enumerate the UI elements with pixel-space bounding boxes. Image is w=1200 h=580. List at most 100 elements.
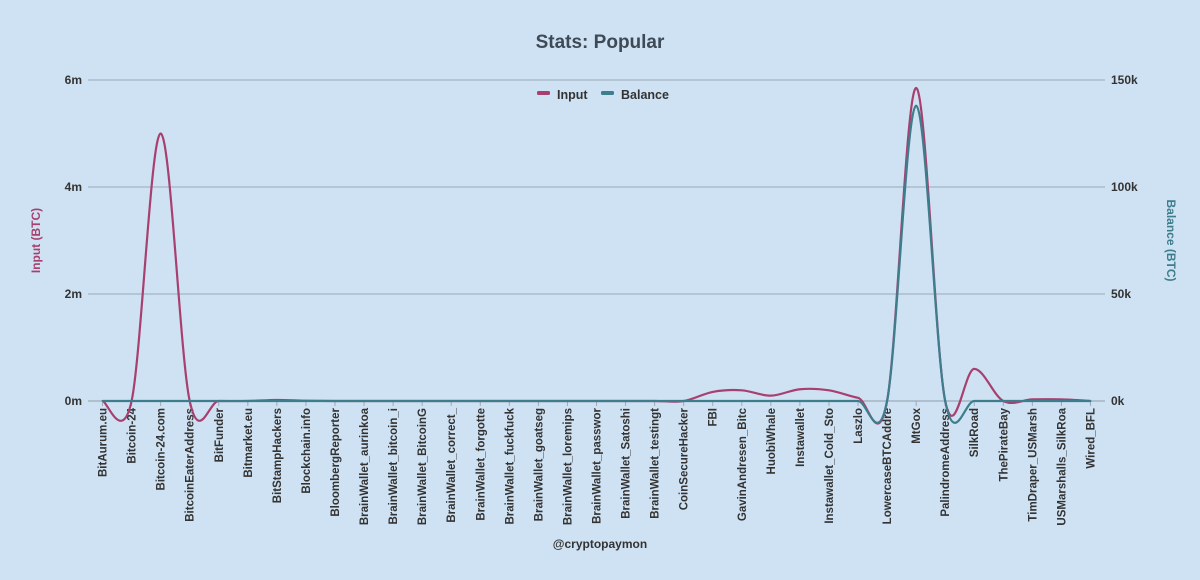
series-point-balance [973, 400, 976, 402]
series-point-balance [421, 400, 424, 402]
x-tick-label: GavinAndresen_Bitc [737, 407, 749, 521]
x-tick-label: BrainWallet_passwor [592, 407, 604, 523]
series-point-input [159, 132, 162, 135]
y-left-tick-label: 6m [65, 73, 82, 87]
x-tick-label: BrainWallet_Satoshi [621, 408, 633, 519]
x-tick-label: USMarshalls_SilkRoa [1056, 407, 1068, 525]
series-point-input [769, 394, 772, 397]
series-point-balance [275, 400, 278, 402]
x-tick-label: FBI [708, 408, 720, 427]
series-point-balance [508, 400, 511, 402]
x-tick-label: Instawallet_Cold_Sto [824, 408, 836, 524]
credit-label: @cryptopaymon [553, 537, 647, 551]
series-point-balance [566, 400, 569, 402]
y-right-tick-label: 0k [1111, 394, 1125, 408]
series-point-balance [101, 400, 104, 402]
series-point-balance [624, 400, 627, 402]
y-right-tick-label: 150k [1111, 73, 1138, 87]
y-right-axis-title: Balance (BTC) [1164, 199, 1178, 281]
x-tick-label: BitAurum.eu [98, 408, 110, 477]
x-tick-label: BrainWallet_forgotte [475, 408, 487, 521]
series-point-input [973, 368, 976, 370]
series-point-input [857, 396, 859, 399]
x-tick-label: TimDraper_USMarsh [1027, 408, 1039, 522]
series-line-balance [102, 104, 1091, 424]
legend-label-input: Input [557, 88, 588, 102]
series-point-balance [159, 400, 162, 402]
series-point-input [915, 87, 918, 89]
series-point-balance [1002, 400, 1005, 402]
x-tick-label: BrainWallet_loremips [562, 408, 574, 525]
x-tick-label: Blockchain.info [301, 408, 313, 494]
series-point-balance [682, 400, 685, 402]
x-tick-label: CoinSecureHacker [679, 407, 691, 510]
x-tick-label: BitcoinEaterAddress [185, 408, 197, 522]
series-point-balance [886, 400, 888, 402]
y-right-tick-label: 100k [1111, 180, 1138, 194]
x-tick-label: Bitcoin-24 [127, 407, 139, 463]
series-point-balance [246, 400, 249, 402]
x-tick-label: BrainWallet_bitcoin_i [388, 408, 400, 525]
x-tick-label: SilkRoad [969, 408, 981, 457]
y-left-tick-label: 0m [65, 394, 82, 408]
series-point-input [1031, 398, 1034, 401]
legend-label-balance: Balance [621, 88, 669, 102]
series-point-balance [653, 400, 656, 402]
x-tick-label: BitStampHackers [272, 408, 284, 503]
series-point-balance [1031, 400, 1034, 402]
x-tick-label: ThePirateBay [998, 407, 1010, 481]
series-point-input [1060, 398, 1063, 401]
x-tick-label: PalindromeAddress [940, 408, 952, 517]
series-point-balance [537, 400, 540, 402]
x-tick-label: BrainWallet_fuckfuck [504, 407, 516, 524]
x-tick-label: Bitcoin-24.com [156, 408, 168, 490]
series-point-balance [1060, 400, 1063, 402]
series-point-balance [305, 400, 307, 402]
x-tick-label: BrainWallet_goatseg [533, 408, 545, 521]
x-tick-label: HuobiWhale [766, 408, 778, 474]
series-point-balance [915, 104, 918, 107]
series-point-balance [334, 400, 336, 402]
series-point-balance [828, 400, 830, 402]
x-tick-label: BrainWallet_aurinkoa [359, 407, 371, 525]
x-tick-label: BloombergReporter [330, 407, 342, 516]
series-point-balance [130, 400, 133, 402]
series-point-input [740, 389, 743, 392]
x-tick-label: Instawallet [795, 408, 807, 467]
series-point-balance [740, 400, 743, 402]
series-point-balance [595, 400, 598, 402]
x-tick-label: Bitmarket.eu [243, 408, 255, 478]
y-left-tick-label: 4m [65, 180, 82, 194]
series-point-balance [944, 400, 947, 402]
series-point-balance [799, 400, 801, 402]
series-point-balance [363, 400, 365, 402]
series-point-input [711, 391, 714, 393]
x-tick-label: BrainWallet_BitcoinG [417, 408, 429, 525]
y-left-tick-label: 2m [65, 287, 82, 301]
legend-swatch-balance [601, 91, 614, 95]
series-point-balance [711, 400, 714, 402]
chart-title: Stats: Popular [536, 32, 665, 53]
x-tick-label: MtGox [911, 407, 923, 443]
series-point-balance [1089, 400, 1092, 402]
series-point-balance [857, 400, 859, 402]
series-point-input [828, 389, 830, 392]
x-tick-label: BrainWallet_correct_ [446, 407, 458, 522]
series-point-balance [188, 400, 191, 402]
series-point-balance [769, 400, 772, 402]
legend-swatch-input [537, 91, 550, 95]
series-point-balance [392, 400, 394, 402]
series-point-balance [217, 400, 220, 402]
x-tick-label: BitFunder [214, 407, 226, 462]
series-point-input [799, 388, 801, 391]
x-tick-label: BrainWallet_testingt [650, 408, 662, 519]
series-point-balance [450, 400, 453, 402]
x-tick-label: LowercaseBTCAddre [882, 408, 894, 524]
x-tick-label: Wired_BFL [1085, 408, 1097, 469]
y-left-axis-title: Input (BTC) [29, 208, 43, 273]
x-tick-label: Laszlo [853, 408, 865, 444]
y-right-tick-label: 50k [1111, 287, 1131, 301]
series-point-balance [479, 400, 482, 402]
